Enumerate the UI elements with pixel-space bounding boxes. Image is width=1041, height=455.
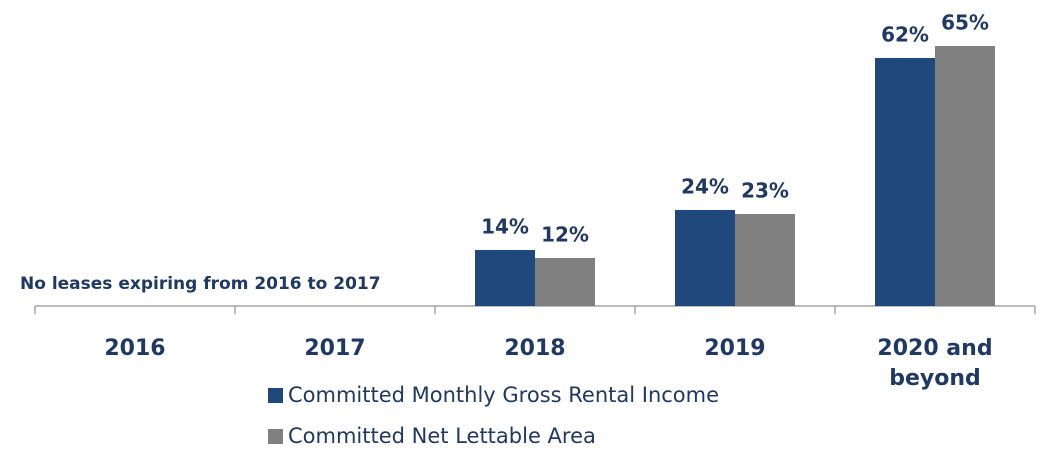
data-label: 62%: [881, 23, 929, 47]
legend-swatch: [268, 388, 283, 403]
data-label: 65%: [941, 11, 989, 35]
x-tick-label: 2020 and beyond: [877, 336, 993, 391]
x-tick-label: 2018: [504, 336, 566, 361]
bar: [475, 250, 535, 306]
data-label: 23%: [741, 179, 789, 203]
x-tick-label: 2017: [304, 336, 366, 361]
data-label: 14%: [481, 215, 529, 239]
x-tick-label: 2016: [104, 336, 166, 361]
bar: [535, 258, 595, 306]
bar: [735, 214, 795, 306]
legend-label: Committed Net Lettable Area: [288, 424, 596, 448]
annotation: No leases expiring from 2016 to 2017: [20, 274, 381, 294]
legend-swatch: [268, 429, 283, 444]
data-label: 12%: [541, 223, 589, 247]
x-tick-label: 2019: [704, 336, 766, 361]
data-label: 24%: [681, 175, 729, 199]
bar: [935, 46, 995, 306]
legend-label: Committed Monthly Gross Rental Income: [288, 383, 719, 407]
bar: [875, 58, 935, 306]
bar: [675, 210, 735, 306]
